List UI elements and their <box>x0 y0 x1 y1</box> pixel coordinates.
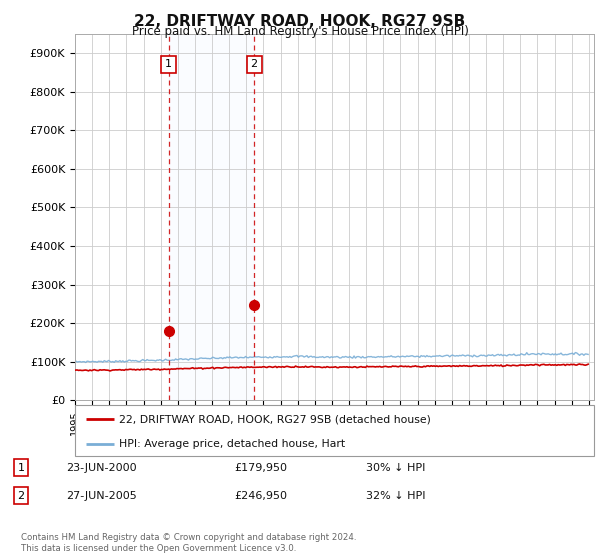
Text: 1: 1 <box>165 59 172 69</box>
Text: HPI: Average price, detached house, Hart: HPI: Average price, detached house, Hart <box>119 438 345 449</box>
Text: 23-JUN-2000: 23-JUN-2000 <box>66 463 137 473</box>
Bar <box>169 34 254 400</box>
Text: £179,950: £179,950 <box>234 463 287 473</box>
Text: 2: 2 <box>17 491 25 501</box>
Text: 22, DRIFTWAY ROAD, HOOK, RG27 9SB (detached house): 22, DRIFTWAY ROAD, HOOK, RG27 9SB (detac… <box>119 414 431 424</box>
Text: 22, DRIFTWAY ROAD, HOOK, RG27 9SB: 22, DRIFTWAY ROAD, HOOK, RG27 9SB <box>134 14 466 29</box>
Text: 32% ↓ HPI: 32% ↓ HPI <box>366 491 425 501</box>
Text: 30% ↓ HPI: 30% ↓ HPI <box>366 463 425 473</box>
Text: 27-JUN-2005: 27-JUN-2005 <box>66 491 137 501</box>
Text: 1: 1 <box>17 463 25 473</box>
Text: Contains HM Land Registry data © Crown copyright and database right 2024.
This d: Contains HM Land Registry data © Crown c… <box>21 533 356 553</box>
Text: Price paid vs. HM Land Registry's House Price Index (HPI): Price paid vs. HM Land Registry's House … <box>131 25 469 38</box>
Text: £246,950: £246,950 <box>234 491 287 501</box>
Text: 2: 2 <box>251 59 258 69</box>
